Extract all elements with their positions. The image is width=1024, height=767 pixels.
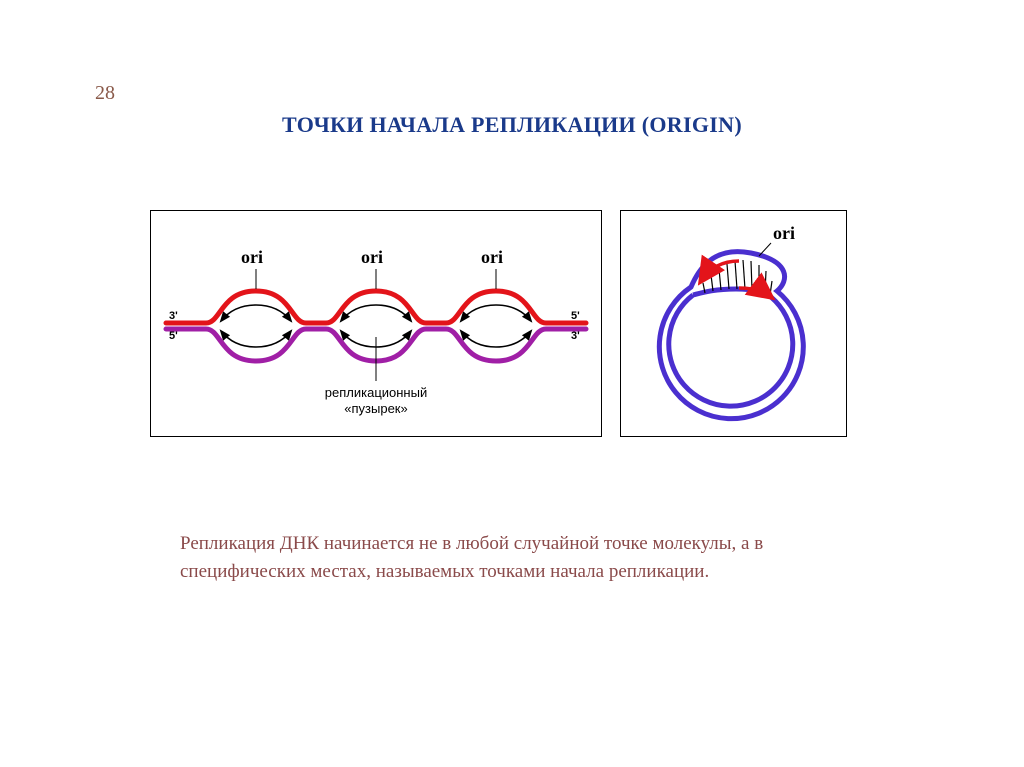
- end-3prime-right: 3': [571, 330, 580, 342]
- page-number: 28: [95, 82, 115, 105]
- end-5prime-left: 5': [169, 330, 178, 342]
- ori-label-circle: ori: [773, 223, 795, 243]
- top-strand: [166, 291, 586, 323]
- caption-text: Репликация ДНК начинается не в любой слу…: [180, 530, 860, 585]
- end-5prime-right: 5': [571, 310, 580, 322]
- circle-inner: [669, 289, 793, 406]
- bubble-label-line2: «пузырек»: [344, 401, 407, 416]
- circular-replication-panel: ori: [620, 210, 847, 437]
- ori-label-1: ori: [241, 247, 263, 267]
- end-3prime-left: 3': [169, 310, 178, 322]
- linear-replication-panel: ori ori ori 3' 5' 5' 3' репликационный «…: [150, 210, 602, 437]
- linear-replication-svg: ori ori ori 3' 5' 5' 3' репликационный «…: [151, 211, 601, 436]
- diagram-row: ori ori ori 3' 5' 5' 3' репликационный «…: [150, 210, 847, 437]
- ori-label-2: ori: [361, 247, 383, 267]
- ori-label-3: ori: [481, 247, 503, 267]
- ori-leader-circle: [759, 243, 771, 256]
- page-title: ТОЧКИ НАЧАЛА РЕПЛИКАЦИИ (ORIGIN): [0, 112, 1024, 138]
- circular-replication-svg: ori: [621, 211, 846, 436]
- circle-outer: [659, 252, 803, 419]
- ori-leaders: [256, 269, 496, 289]
- bubble-label-line1: репликационный: [325, 385, 427, 400]
